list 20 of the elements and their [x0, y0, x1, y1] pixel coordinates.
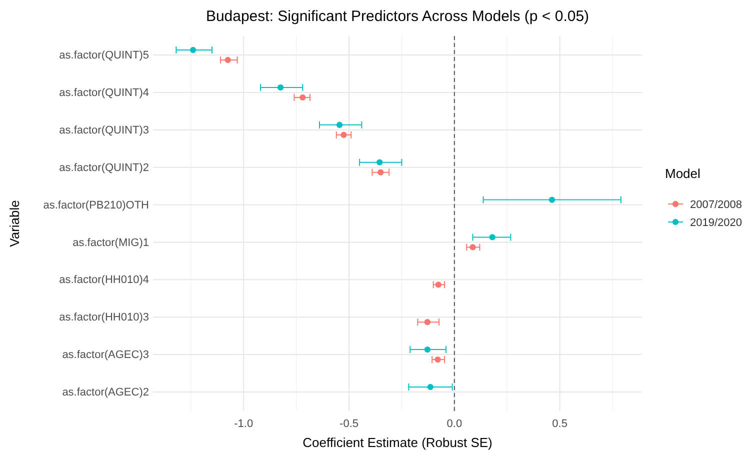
y-tick-label: as.factor(QUINT)3: [59, 124, 149, 136]
legend-label: 2007/2008: [690, 199, 742, 211]
y-tick-label: as.factor(MIG)1: [72, 236, 149, 249]
y-tick-label: as.factor(HH010)4: [59, 274, 149, 286]
legend-title: Model: [665, 166, 701, 181]
y-tick-label: as.factor(AGEC)3: [62, 349, 149, 362]
y-tick-label: as.factor(AGEC)2: [62, 386, 149, 399]
x-tick-label: -1.0: [234, 418, 254, 430]
y-axis-title: Variable: [7, 200, 22, 247]
y-tick-label: as.factor(HH010)3: [59, 312, 149, 324]
y-tick-label: as.factor(QUINT)2: [59, 162, 149, 174]
y-tick-label: as.factor(PB210)OTH: [43, 199, 150, 212]
y-tick-label: as.factor(QUINT)4: [59, 86, 149, 99]
y-tick-label: as.factor(QUINT)5: [59, 50, 149, 62]
x-axis-title: Coefficient Estimate (Robust SE): [302, 435, 492, 450]
x-tick-label: 0.5: [552, 418, 568, 430]
x-tick-label: 0.0: [446, 418, 462, 430]
x-tick-label: -0.5: [340, 418, 359, 430]
chart-title: Budapest: Significant Predictors Across Models (p < 0.05): [206, 8, 590, 25]
legend-label: 2019/2020: [690, 217, 742, 229]
